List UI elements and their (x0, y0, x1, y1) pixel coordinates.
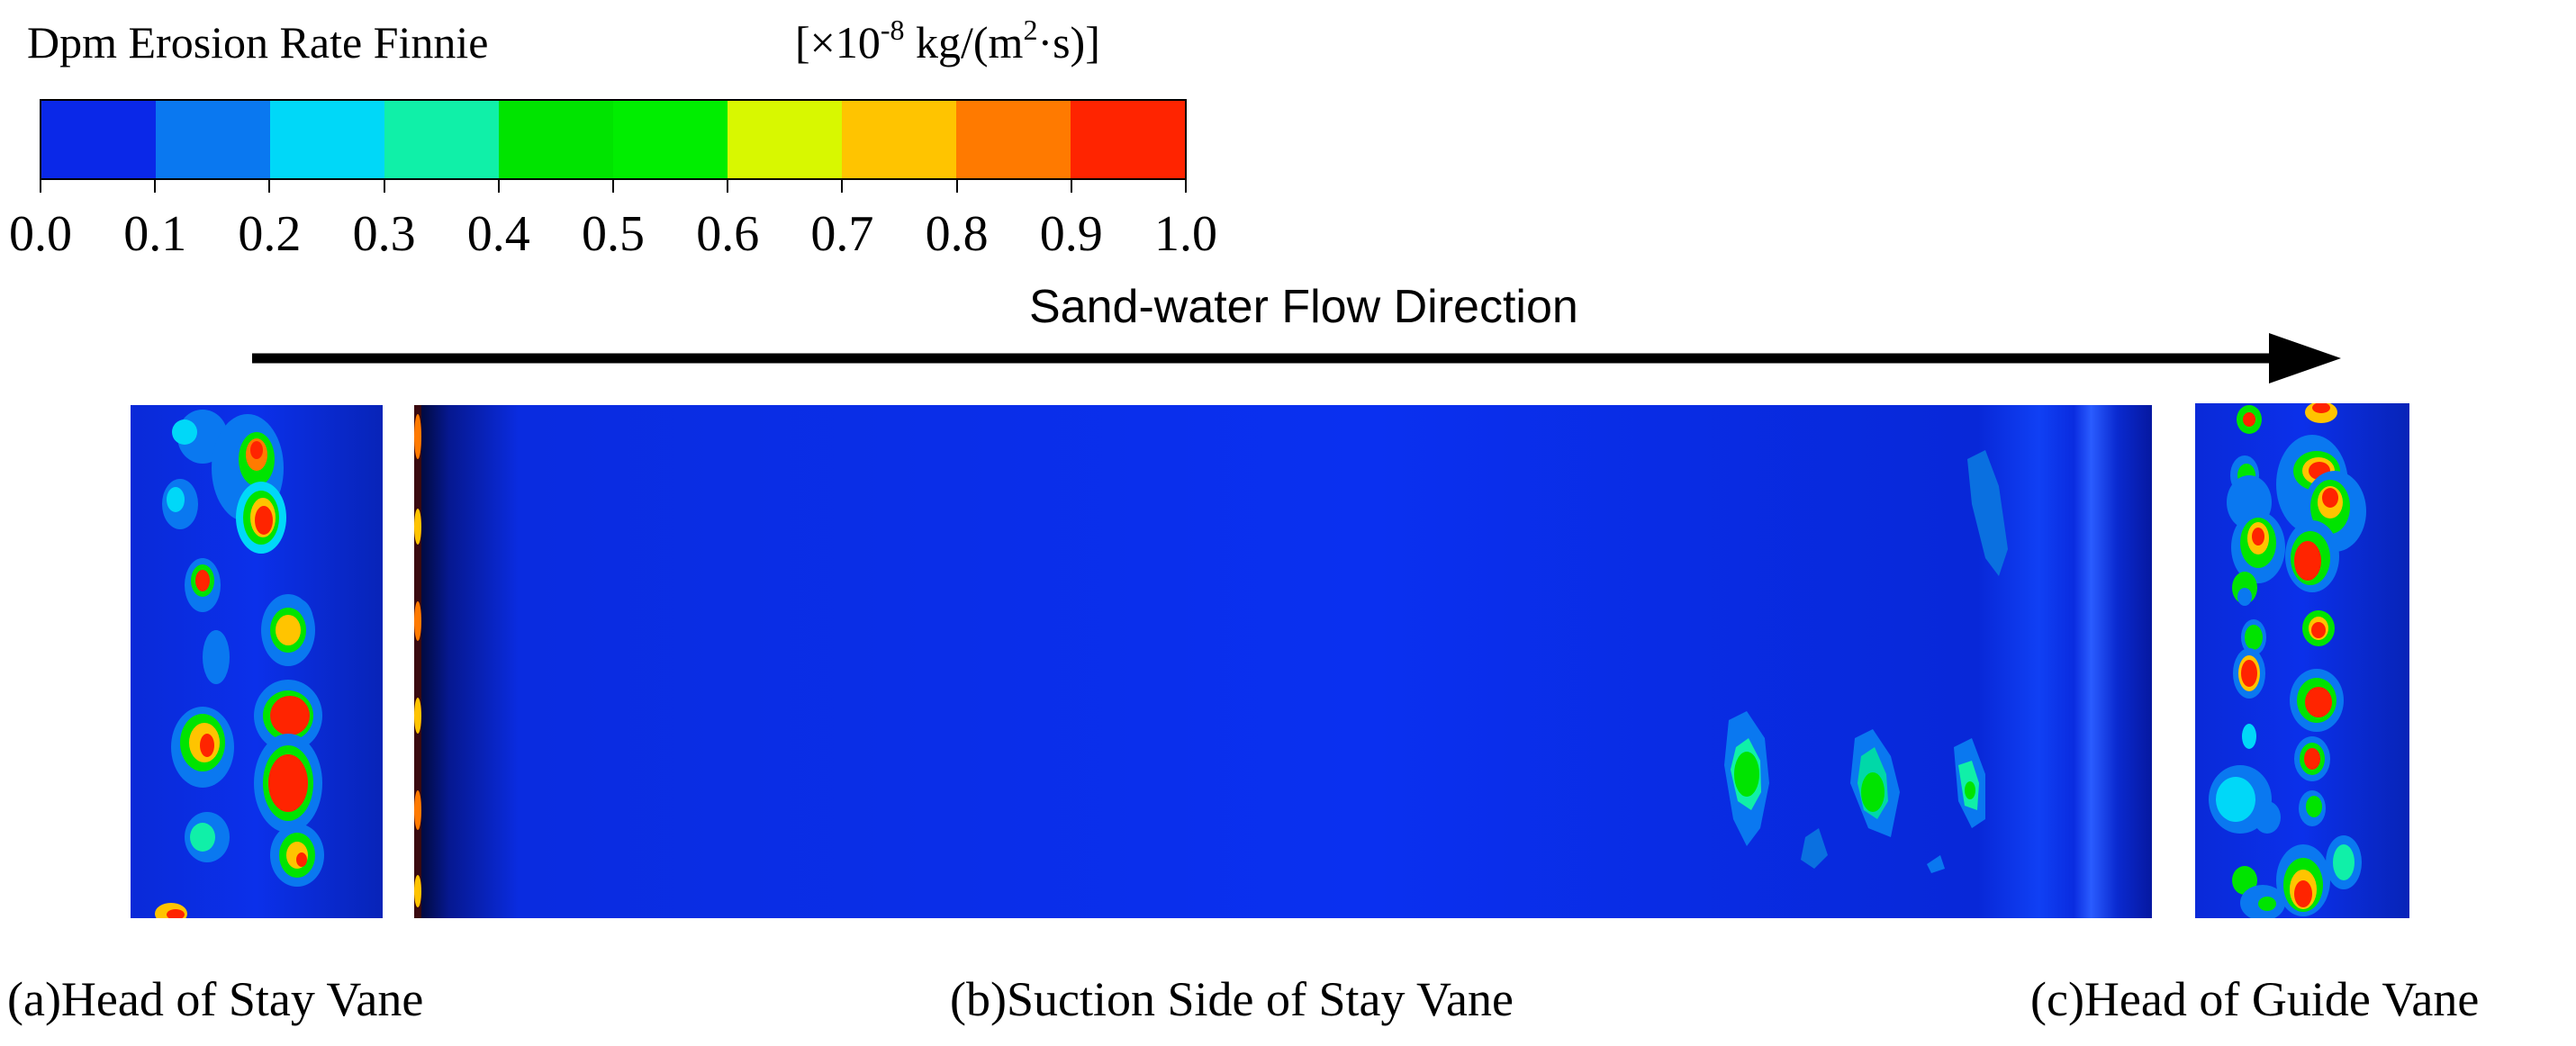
panel-suction-side-of-stay-vane (414, 405, 2152, 918)
legend-tick-labels: 0.0 0.1 0.2 0.3 0.4 0.5 0.6 0.7 0.8 0.9 1.0 (9, 206, 1217, 263)
panel-head-of-stay-vane (131, 405, 383, 918)
colorbar-tick-label: 0.5 (582, 206, 645, 262)
erosion-spot (155, 410, 324, 918)
colorbar-tick-label: 0.3 (352, 206, 416, 262)
colorbar-tick-label: 0.6 (696, 206, 760, 262)
unit-mid: kg/(m (904, 17, 1024, 68)
colorbar-tick (497, 180, 500, 193)
colorbar-segment (156, 101, 270, 178)
colorbar-tick-label: 0.2 (238, 206, 302, 262)
erosion-spot (414, 405, 2008, 918)
colorbar-tick (841, 180, 844, 193)
panel-head-of-guide-vane (2195, 403, 2409, 918)
erosion-spot (2209, 403, 2366, 918)
colorbar-tick (383, 180, 385, 193)
legend-title: Dpm Erosion Rate Finnie (27, 17, 489, 68)
colorbar-tick (40, 180, 41, 193)
caption-head-of-stay-vane: (a)Head of Stay Vane (7, 972, 424, 1026)
colorbar-tick-label: 0.9 (1039, 206, 1103, 262)
colorbar-tick (955, 180, 958, 193)
unit-suffix: ·s)] (1037, 17, 1100, 68)
colorbar-tick (727, 180, 729, 193)
caption-suction-side-of-stay-vane: (b)Suction Side of Stay Vane (950, 972, 1514, 1026)
colorbar-tick-label: 0.7 (810, 206, 874, 262)
colorbar-segment (613, 101, 728, 178)
colorbar-tick (1185, 180, 1187, 193)
colorbar-segment (842, 101, 956, 178)
colorbar-tick-label: 0.8 (925, 206, 989, 262)
colorbar-segment (956, 101, 1071, 178)
colorbar-segment (728, 101, 842, 178)
colorbar-tick-label: 1.0 (1154, 206, 1217, 262)
colorbar-tick-label: 0.0 (9, 206, 72, 262)
colorbar-segment (270, 101, 384, 178)
flow-direction-label: Sand-water Flow Direction (1029, 281, 1578, 333)
colorbar-segment (499, 101, 613, 178)
flow-direction-arrow (252, 333, 2341, 383)
unit-square: 2 (1023, 14, 1038, 46)
legend-colorbar (40, 99, 1187, 180)
colorbar-tick (154, 180, 157, 193)
colorbar-tick-label: 0.4 (466, 206, 530, 262)
unit-prefix: [×10 (795, 17, 881, 68)
caption-head-of-guide-vane: (c)Head of Guide Vane (2030, 972, 2480, 1026)
colorbar-tick-label: 0.1 (123, 206, 187, 262)
colorbar-tick (268, 180, 271, 193)
colorbar-segment (384, 101, 499, 178)
legend-unit: [×10-8 kg/(m2·s)] (795, 15, 1100, 68)
colorbar-segment (41, 101, 156, 178)
colorbar-tick (1070, 180, 1072, 193)
colorbar-tick (612, 180, 614, 193)
legend-ticks (40, 180, 1187, 198)
unit-exponent: -8 (880, 14, 905, 46)
colorbar-segment (1071, 101, 1185, 178)
